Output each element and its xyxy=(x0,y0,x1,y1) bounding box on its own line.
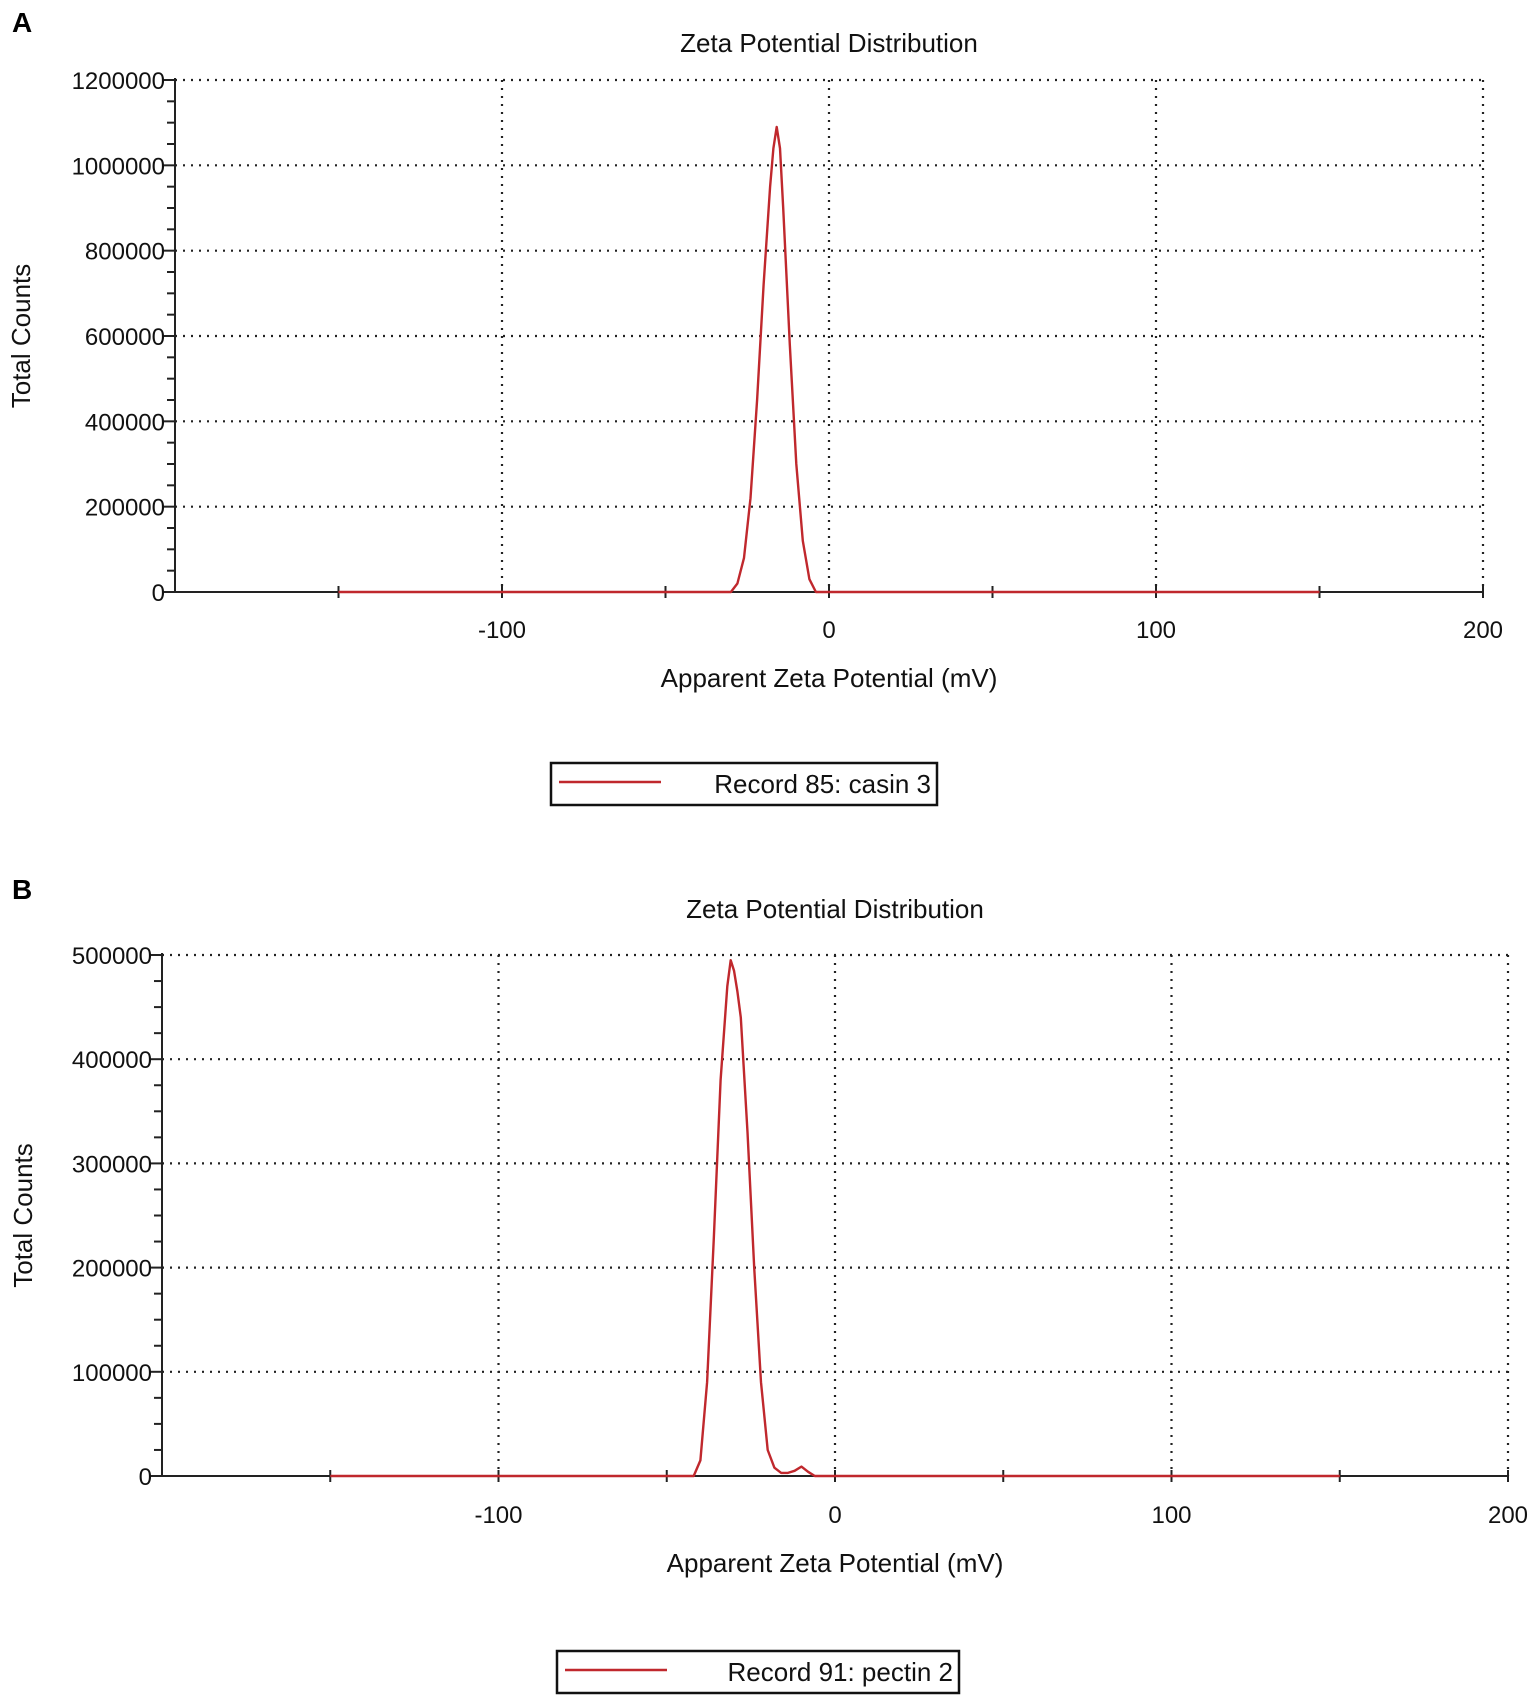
y-tick-label: 600000 xyxy=(85,324,165,351)
series-line xyxy=(338,125,1320,594)
y-tick-label: 300000 xyxy=(72,1151,152,1178)
y-tick-label: 200000 xyxy=(72,1256,152,1283)
legend: Record 85: casin 3 xyxy=(549,761,939,807)
y-tick-label: 400000 xyxy=(72,1047,152,1074)
series-line xyxy=(330,959,1340,1478)
x-tick-label: 200 xyxy=(1488,1502,1528,1529)
x-axis-label: Apparent Zeta Potential (mV) xyxy=(661,663,998,693)
legend-label: Record 91: pectin 2 xyxy=(728,1657,953,1687)
chart-title: Zeta Potential Distribution xyxy=(680,28,978,58)
y-tick-label: 0 xyxy=(139,1464,152,1491)
x-axis-label: Apparent Zeta Potential (mV) xyxy=(667,1548,1004,1578)
y-axis-label: Total Counts xyxy=(8,1143,38,1288)
x-tick-label: 100 xyxy=(1136,617,1176,644)
chart-panel-b: B Zeta Potential Distribution 0 100000 20000… xyxy=(8,874,1528,1695)
y-tick-label: 400000 xyxy=(85,409,165,436)
y-tick-label: 500000 xyxy=(72,943,152,970)
y-tick-label: 100000 xyxy=(72,1360,152,1387)
x-tick-label: -100 xyxy=(474,1502,522,1529)
legend: Record 91: pectin 2 xyxy=(555,1649,961,1695)
chart-title: Zeta Potential Distribution xyxy=(686,894,984,924)
panel-letter: B xyxy=(12,874,32,905)
x-tick-label: 200 xyxy=(1463,617,1503,644)
legend-box xyxy=(555,1649,961,1695)
y-tick-label: 1200000 xyxy=(72,68,165,95)
panel-letter: A xyxy=(12,7,32,38)
x-tick-label: -100 xyxy=(478,617,526,644)
x-tick-label: 0 xyxy=(822,617,835,644)
chart-panel-a: A Zeta Potential Distribution 0 200000 40000… xyxy=(6,7,1503,807)
y-tick-label: 200000 xyxy=(85,495,165,522)
legend-box xyxy=(549,761,939,807)
y-tick-label: 800000 xyxy=(85,239,165,266)
x-tick-label: 100 xyxy=(1151,1502,1191,1529)
legend-label: Record 85: casin 3 xyxy=(714,769,931,799)
y-tick-label: 1000000 xyxy=(72,153,165,180)
y-axis-label: Total Counts xyxy=(6,264,36,409)
y-tick-label: 0 xyxy=(152,580,165,607)
x-tick-label: 0 xyxy=(828,1502,841,1529)
